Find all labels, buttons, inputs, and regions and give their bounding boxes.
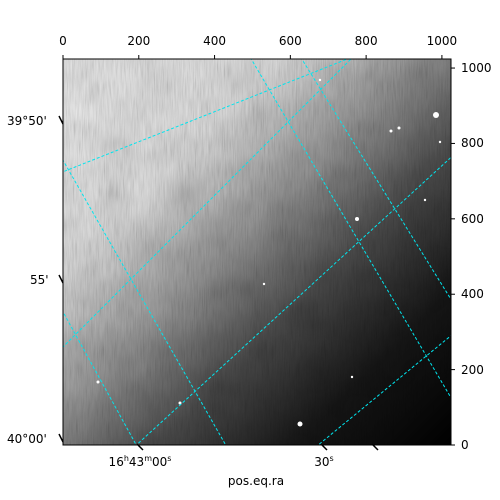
grid-line <box>63 59 349 173</box>
plot-frame <box>62 58 452 446</box>
ra-tick-mark <box>136 443 144 451</box>
ra-tick-mark <box>371 443 379 451</box>
dec-tick-mark <box>58 274 64 284</box>
grid-line <box>250 59 451 399</box>
star <box>438 140 442 144</box>
ra-tick-label: 30s <box>314 454 334 469</box>
x-axis-label: pos.eq.ra <box>227 474 285 488</box>
star <box>178 401 182 405</box>
coordinate-grid <box>63 59 451 445</box>
top-tick-label: 0 <box>59 34 67 48</box>
ra-tick-label: 16h43m00s <box>109 452 172 469</box>
ra-h-unit: h <box>123 454 129 463</box>
ra-tick-mark <box>320 443 328 451</box>
right-tick-label: 0 <box>461 438 469 452</box>
star <box>433 112 439 118</box>
dec-tick-label: 40°00' <box>7 432 47 446</box>
ra-hours: 16 <box>108 455 124 469</box>
top-tick-label: 600 <box>278 34 302 48</box>
ra-seconds: 00 <box>151 455 168 469</box>
star <box>318 78 322 82</box>
sky-image <box>63 59 451 445</box>
top-tick-label: 400 <box>203 34 227 48</box>
star <box>355 217 359 221</box>
grid-line <box>317 334 451 445</box>
top-tick-label: 200 <box>127 34 151 48</box>
dec-tick-mark <box>58 433 64 443</box>
star <box>350 375 354 379</box>
dec-tick-mark <box>58 115 64 125</box>
right-tick-label: 800 <box>461 136 484 151</box>
axis-ticks <box>58 55 455 451</box>
grid-line <box>63 159 227 445</box>
top-tick-label: 1000 <box>426 34 458 48</box>
star <box>397 126 401 130</box>
star-sources <box>96 78 442 427</box>
star <box>423 198 427 202</box>
star <box>389 129 393 133</box>
grid-line <box>301 59 451 301</box>
ra-minutes: 43 <box>128 455 145 469</box>
grid-line <box>63 59 352 348</box>
top-tick-label: 800 <box>354 34 378 48</box>
grid-line <box>63 310 137 445</box>
star <box>262 282 266 286</box>
dec-tick-label: 39°50' <box>7 114 47 128</box>
right-tick-label: 1000 <box>461 61 492 76</box>
dec-tick-label: 55' <box>30 273 49 287</box>
right-tick-label: 200 <box>461 362 484 377</box>
ra-m-unit: m <box>144 454 152 463</box>
right-tick-label: 400 <box>461 287 484 302</box>
ra-s-unit: s <box>167 454 172 463</box>
grid-line <box>135 156 451 445</box>
star <box>96 380 100 384</box>
star <box>297 421 303 427</box>
right-tick-label: 600 <box>461 211 484 226</box>
